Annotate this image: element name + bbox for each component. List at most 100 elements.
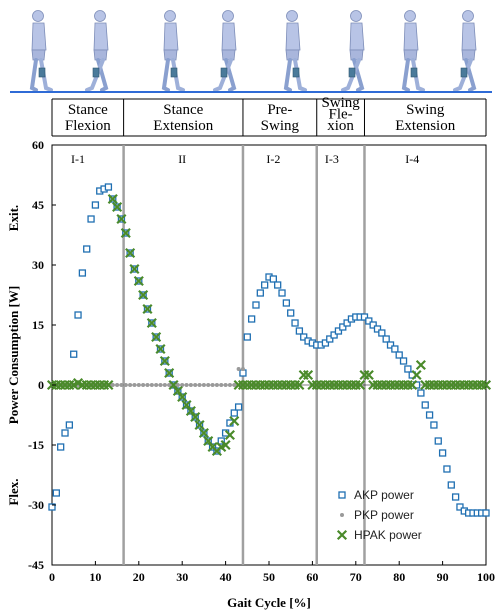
pkp-point (232, 383, 237, 387)
region-label: II (178, 152, 186, 166)
hpak-point (198, 427, 209, 439)
akp-point (65, 421, 74, 429)
akp-point (61, 429, 69, 437)
hpak-point (411, 369, 422, 381)
hpak-point (112, 201, 123, 213)
walker-figure (29, 10, 53, 92)
walker-figure (401, 10, 425, 92)
series-hpak-power (46, 193, 492, 457)
akp-point (74, 311, 82, 319)
hpak-point (216, 441, 227, 453)
x-tick-label: 100 (477, 570, 495, 584)
akp-point (365, 317, 373, 325)
akp-point (334, 327, 343, 335)
hpak-point (116, 213, 127, 225)
hpak-point (194, 419, 205, 431)
legend-label: AKP power (354, 488, 414, 502)
akp-point (104, 183, 113, 191)
akp-point (48, 503, 56, 511)
x-tick-label: 70 (350, 570, 362, 584)
legend-item: PKP power (340, 508, 414, 522)
phase-label: Extension (153, 118, 213, 134)
legend-label: HPAK power (354, 528, 422, 542)
legend-label: PKP power (354, 508, 414, 522)
hpak-point (120, 227, 131, 239)
phase-label: Stance (68, 102, 108, 118)
akp-point (256, 289, 264, 297)
pkp-point (167, 383, 172, 387)
pkp-point (175, 383, 180, 387)
walker-figure (341, 10, 365, 92)
akp-point (269, 275, 277, 283)
akp-point (52, 489, 60, 497)
hpak-point (190, 411, 201, 423)
hpak-point (155, 343, 166, 355)
akp-point (343, 319, 351, 327)
pkp-point (223, 383, 228, 387)
akp-point (417, 389, 425, 397)
pkp-point (227, 383, 232, 387)
akp-point (373, 325, 382, 333)
hpak-point (146, 317, 157, 329)
phase-label: Stance (163, 102, 203, 118)
y-tick-label: 60 (32, 138, 44, 152)
akp-point (87, 215, 95, 223)
akp-point (252, 301, 260, 309)
pkp-point (214, 383, 219, 387)
akp-point (300, 333, 308, 341)
x-tick-label: 40 (220, 570, 232, 584)
akp-point (83, 245, 91, 253)
pkp-point (240, 367, 245, 371)
akp-point (430, 421, 438, 429)
akp-point (451, 493, 460, 501)
akp-point (321, 339, 330, 347)
hpak-point (159, 355, 170, 367)
akp-point (425, 411, 434, 419)
hpak-point (142, 303, 153, 315)
akp-point (330, 331, 338, 339)
hpak-point (185, 405, 196, 417)
phase-label: Swing (321, 95, 360, 111)
hpak-point (164, 367, 175, 379)
pkp-point (136, 383, 141, 387)
pkp-point (340, 513, 344, 517)
walker-figure (213, 10, 237, 92)
y-axis-title: Power Consumption [W] (6, 286, 21, 424)
pkp-point (197, 383, 202, 387)
pkp-point (158, 383, 163, 387)
akp-point (338, 491, 346, 499)
y-tick-label: 45 (32, 198, 44, 212)
pkp-point (180, 383, 185, 387)
hpak-point (355, 379, 366, 391)
akp-point (230, 409, 238, 417)
akp-point (399, 357, 408, 365)
hpak-point (68, 379, 79, 391)
x-tick-label: 20 (133, 570, 145, 584)
pkp-point (206, 383, 211, 387)
walker-figure (453, 10, 477, 92)
y-tick-label: -45 (28, 558, 44, 572)
hpak-point (407, 379, 418, 391)
phase-label: Pre- (267, 102, 292, 118)
akp-point (282, 299, 291, 307)
akp-point (57, 443, 65, 451)
hpak-point (224, 429, 235, 441)
hpak-point (303, 369, 314, 381)
phase-label: Swing (406, 102, 445, 118)
hpak-point (480, 379, 492, 391)
hpak-point (336, 529, 348, 541)
legend-item: AKP power (338, 488, 414, 502)
hpak-point (103, 379, 114, 391)
pkp-point (193, 383, 198, 387)
y-tick-label: 30 (32, 258, 44, 272)
y-axis-positive-label: Exit. (6, 205, 21, 231)
walker-figure (283, 10, 307, 92)
hpak-point (363, 369, 374, 381)
y-tick-label: 15 (32, 318, 44, 332)
akp-point (326, 335, 334, 343)
akp-point (438, 449, 447, 457)
y-axis-negative-label: Flex. (6, 478, 21, 505)
pkp-point (115, 383, 120, 387)
phase-label: Extension (395, 118, 455, 134)
akp-point (243, 333, 251, 341)
